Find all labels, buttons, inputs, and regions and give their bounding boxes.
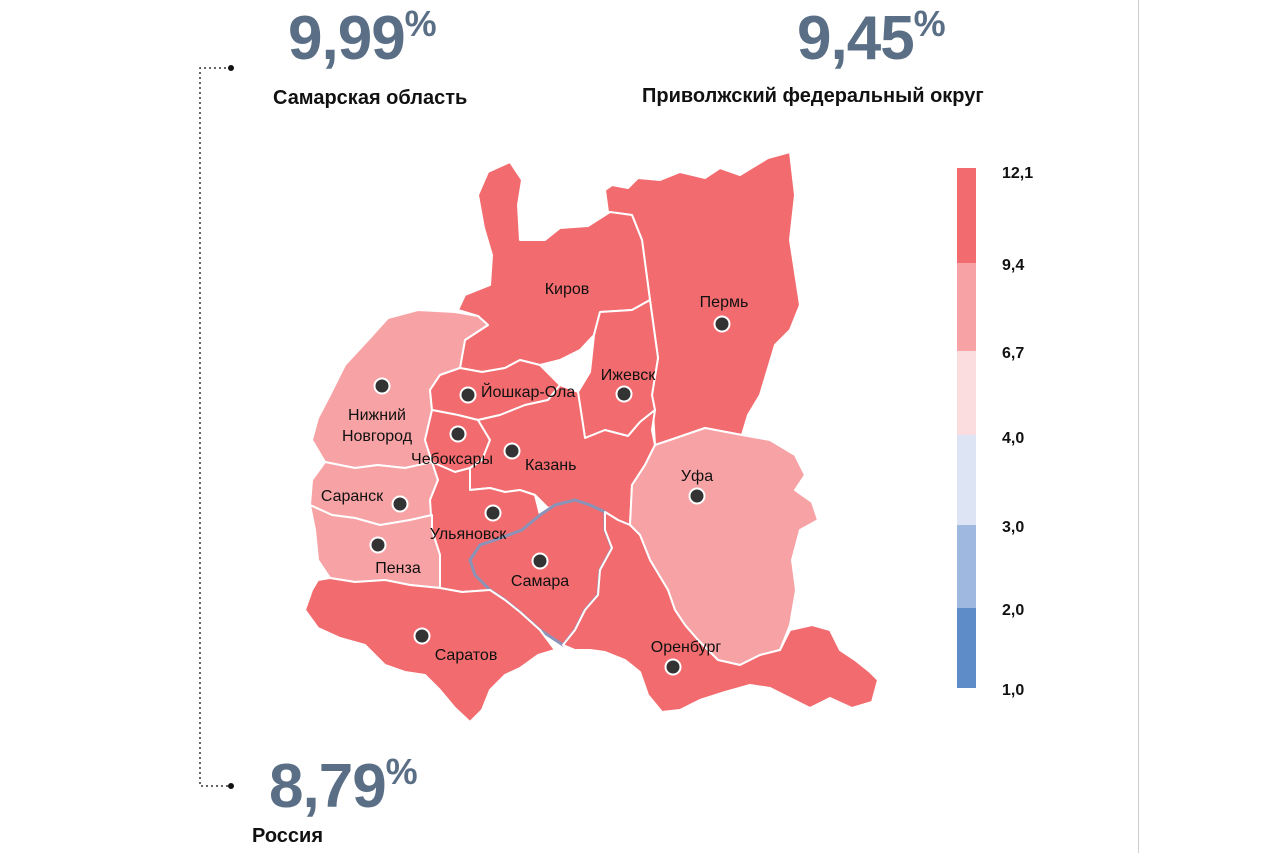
district-stat: 9,45% (797, 6, 946, 70)
legend-tick: 12,1 (1002, 165, 1033, 182)
legend-band-1 (957, 168, 976, 263)
city-izhevsk: Ижевск (601, 367, 656, 403)
legend-tick: 2,0 (1002, 602, 1024, 619)
legend-band-4 (957, 435, 976, 525)
svg-text:Йошкар-Ола: Йошкар-Ола (481, 382, 575, 401)
region-stat: 9,99% (288, 6, 437, 70)
legend-band-5 (957, 525, 976, 608)
country-value: 8,79% (269, 751, 418, 821)
svg-text:Саратов: Саратов (435, 647, 498, 664)
svg-text:Чебоксары: Чебоксары (411, 451, 493, 468)
legend-tick: 6,7 (1002, 345, 1024, 362)
region-orenburg[interactable] (562, 511, 879, 713)
country-stat: 8,79% (269, 754, 418, 818)
svg-text:Ижевск: Ижевск (601, 367, 656, 384)
legend-tick: 3,0 (1002, 519, 1024, 536)
district-label: Приволжский федеральный округ (642, 85, 984, 107)
color-legend: 12,1 9,4 6,7 4,0 3,0 2,0 1,0 (957, 165, 1033, 699)
city-kazan: Казань (503, 442, 576, 474)
legend-band-6 (957, 608, 976, 688)
city-cheboksary: Чебоксары (411, 425, 493, 468)
city-nizhny-novgorod: Нижний Новгород (342, 377, 413, 445)
svg-text:Киров: Киров (545, 281, 590, 298)
svg-text:Казань: Казань (525, 457, 576, 474)
city-penza: Пенза (369, 536, 421, 577)
svg-text:Самара: Самара (511, 573, 569, 590)
country-label: Россия (252, 825, 324, 847)
bracket-connector (199, 65, 234, 789)
city-yoshkar-ola: Йошкар-Ола (459, 382, 575, 404)
city-kirov: Киров (545, 281, 590, 298)
svg-text:Пенза: Пенза (375, 560, 421, 577)
city-saratov: Саратов (413, 627, 498, 664)
region-saratov[interactable] (304, 577, 556, 723)
region-value: 9,99% (288, 3, 437, 73)
city-orenburg: Оренбург (651, 639, 722, 676)
svg-text:Уфа: Уфа (681, 468, 713, 485)
svg-text:Пермь: Пермь (700, 294, 749, 311)
city-ulyanovsk: Ульяновск (430, 504, 507, 543)
legend-band-2 (957, 263, 976, 351)
district-value: 9,45% (797, 3, 946, 73)
divider-line (1138, 0, 1139, 853)
city-saransk: Саранск (321, 488, 409, 513)
svg-text:Саранск: Саранск (321, 488, 384, 505)
legend-tick: 9,4 (1002, 257, 1024, 274)
svg-text:Оренбург: Оренбург (651, 639, 722, 656)
region-label: Самарская область (273, 87, 468, 109)
city-ufa: Уфа (681, 468, 713, 505)
legend-band-3 (957, 351, 976, 435)
legend-tick: 4,0 (1002, 430, 1024, 447)
region-kirov[interactable] (457, 161, 651, 373)
city-perm: Пермь (700, 294, 749, 333)
svg-text:Ульяновск: Ульяновск (430, 526, 507, 543)
city-samara: Самара (511, 552, 569, 590)
legend-tick: 1,0 (1002, 682, 1024, 699)
